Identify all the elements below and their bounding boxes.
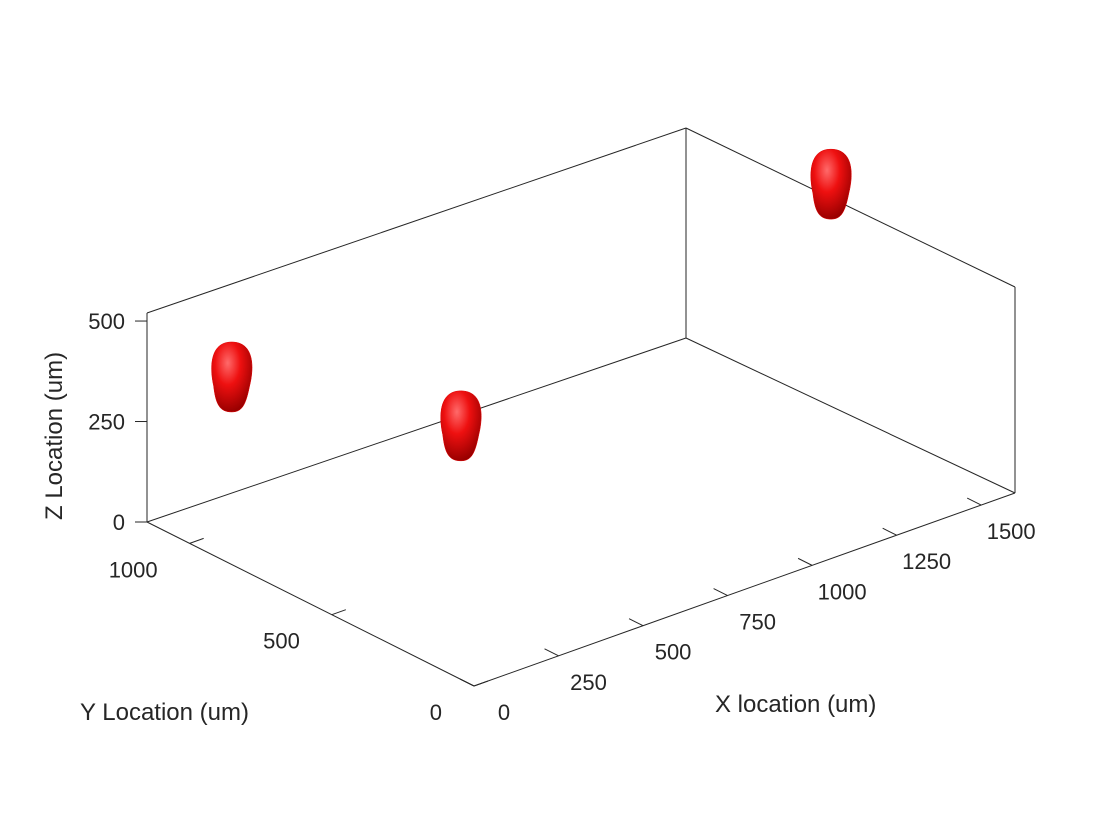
- data-point-0-2: [810, 148, 852, 220]
- data-point-0-0: [211, 341, 253, 413]
- y-tick-label-0: 0: [430, 700, 442, 725]
- x-axis-label: X location (um): [715, 691, 876, 718]
- x-tick-1: [544, 648, 559, 657]
- y-tick-label-1: 500: [263, 629, 300, 654]
- y-tick-label-2: 1000: [109, 557, 158, 582]
- axis-ticks: [135, 320, 982, 687]
- x-tick-label-0: 0: [498, 700, 510, 725]
- x-tick-label-3: 750: [739, 610, 776, 635]
- point-blob-0-1: [440, 390, 482, 462]
- x-tick-2: [628, 618, 644, 627]
- axes-box: [146, 127, 1016, 687]
- x-tick-label-2: 500: [655, 640, 692, 665]
- x-tick-6: [966, 497, 982, 506]
- z-tick-label-2: 500: [88, 309, 125, 334]
- z-tick-label-0: 0: [113, 510, 125, 535]
- z-axis-label: Z Location (um): [41, 352, 68, 520]
- x-tick-label-1: 250: [570, 670, 607, 695]
- y-tick-0: [473, 680, 489, 687]
- x-tick-5: [882, 527, 897, 536]
- x-tick-label-5: 1250: [902, 549, 951, 574]
- y-tick-1: [331, 609, 346, 616]
- box-edge-back-bottom-x: [146, 337, 687, 523]
- box-edge-back-bottom-y: [685, 337, 1016, 494]
- x-tick-4: [797, 557, 813, 566]
- y-axis-label: Y Location (um): [80, 699, 249, 726]
- y-axis-line: [146, 521, 475, 687]
- x-tick-label-4: 1000: [818, 579, 867, 604]
- y-tick-2: [189, 537, 204, 544]
- x-tick-3: [713, 588, 728, 596]
- data-points: [211, 148, 852, 462]
- z-tick-label-1: 250: [88, 410, 125, 435]
- point-blob-0-2: [810, 148, 852, 220]
- data-point-0-1: [440, 390, 482, 462]
- x-tick-label-6: 1500: [987, 519, 1036, 544]
- point-blob-0-0: [211, 341, 253, 413]
- x-axis-line: [473, 492, 1016, 687]
- box-edge-top-y: [685, 127, 1016, 288]
- axis-tick-labels: 0 250 500 750 1000 1250 1500 0 500 1000 0 250 500: [88, 309, 1035, 725]
- x-tick-0: [459, 678, 475, 687]
- box-edge-top-x: [146, 127, 687, 314]
